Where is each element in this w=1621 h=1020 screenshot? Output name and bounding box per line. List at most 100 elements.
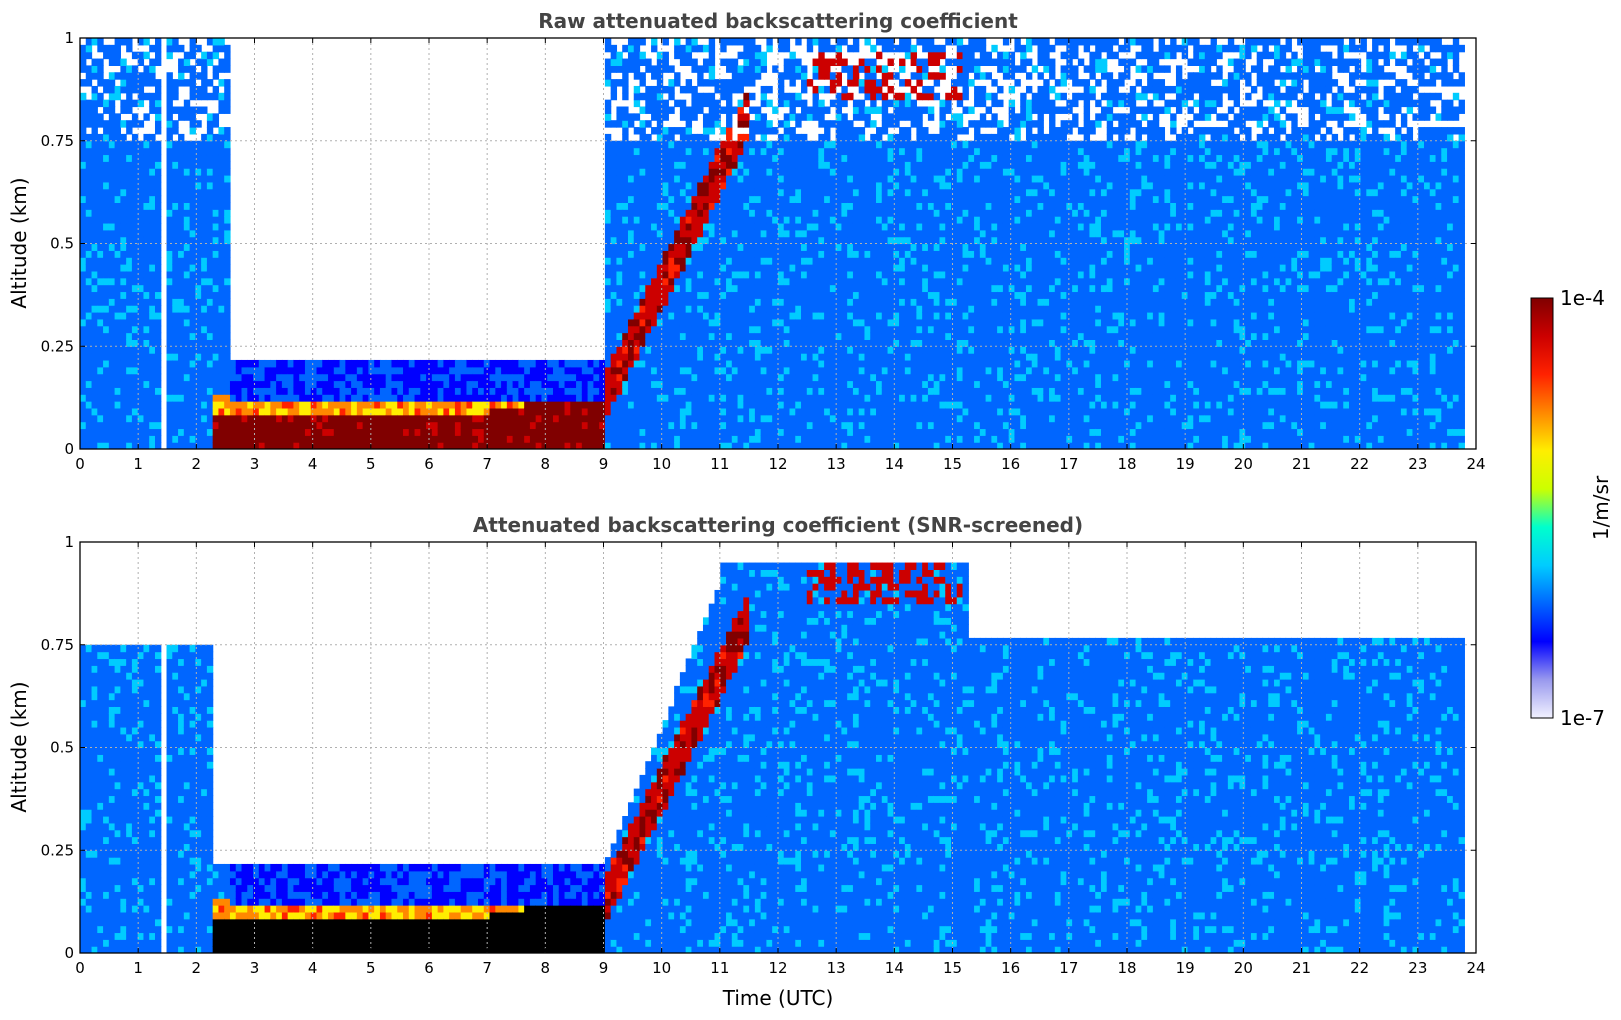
heatmap-cell: [668, 181, 675, 190]
heatmap-cell: [564, 373, 571, 382]
heatmap-cell: [201, 353, 208, 361]
heatmap-cell: [852, 270, 860, 279]
heatmap-cell: [610, 250, 618, 258]
heatmap-cell: [126, 387, 133, 395]
heatmap-cell: [789, 229, 796, 238]
heatmap-cell: [166, 209, 173, 217]
heatmap-cell: [789, 92, 796, 101]
heatmap-cell: [178, 250, 185, 258]
heatmap-cell: [685, 154, 693, 162]
heatmap-cell: [178, 216, 185, 224]
heatmap-cell: [795, 243, 802, 251]
heatmap-cell: [829, 188, 837, 197]
heatmap-cell: [864, 435, 871, 443]
heatmap-cell: [345, 387, 352, 395]
heatmap-cell: [281, 380, 289, 388]
heatmap-cell: [97, 332, 104, 340]
heatmap-cell: [777, 407, 785, 416]
heatmap-cell: [749, 38, 756, 46]
heatmap-cell: [674, 257, 681, 265]
heatmap-cell: [80, 161, 87, 169]
heatmap-cell: [120, 209, 127, 217]
heatmap-cell: [85, 120, 93, 128]
heatmap-cell: [864, 291, 871, 299]
heatmap-cell: [801, 161, 808, 169]
heatmap-cell: [754, 216, 762, 224]
heatmap-cell: [777, 147, 785, 156]
heatmap-cell: [858, 127, 866, 135]
heatmap-cell: [622, 92, 629, 101]
heatmap-cell: [212, 65, 220, 73]
heatmap-cell: [702, 305, 710, 313]
heatmap-cell: [206, 188, 214, 197]
heatmap-cell: [639, 250, 646, 258]
heatmap-cell: [195, 332, 202, 340]
heatmap-cell: [870, 147, 877, 156]
heatmap-cell: [604, 442, 612, 449]
heatmap-cell: [431, 401, 439, 409]
heatmap-cell: [604, 222, 612, 231]
heatmap-cell: [864, 154, 871, 162]
heatmap-cell: [322, 373, 329, 382]
heatmap-cell: [812, 65, 819, 73]
heatmap-cell: [639, 284, 646, 293]
heatmap-cell: [195, 373, 202, 382]
heatmap-cell: [870, 161, 877, 169]
heatmap-cell: [876, 380, 883, 388]
heatmap-cell: [633, 277, 641, 286]
heatmap-cell: [120, 229, 127, 238]
heatmap-cell: [443, 394, 450, 402]
heatmap-cell: [870, 277, 877, 286]
heatmap-cell: [201, 72, 208, 80]
heatmap-cell: [103, 147, 110, 156]
heatmap-cell: [166, 407, 173, 416]
heatmap-cell: [852, 421, 860, 430]
heatmap-cell: [212, 339, 220, 347]
heatmap-cell: [783, 318, 791, 327]
heatmap-cell: [143, 154, 150, 162]
heatmap-cell: [835, 58, 842, 66]
heatmap-cell: [547, 435, 554, 443]
heatmap-cell: [97, 284, 104, 293]
heatmap-cell: [668, 175, 675, 183]
heatmap-cell: [195, 353, 202, 361]
heatmap-cell: [893, 113, 900, 121]
heatmap-cell: [656, 133, 664, 142]
heatmap-cell: [760, 359, 768, 368]
heatmap-cell: [114, 428, 121, 436]
heatmap-cell: [195, 442, 202, 449]
heatmap-cell: [622, 298, 629, 306]
heatmap-cell: [777, 175, 785, 183]
heatmap-cell: [97, 181, 104, 190]
heatmap-cell: [852, 366, 860, 375]
heatmap-cell: [893, 277, 900, 286]
heatmap-cell: [420, 359, 427, 368]
heatmap-cell: [749, 120, 756, 128]
heatmap-cell: [593, 435, 600, 443]
heatmap-cell: [720, 216, 727, 224]
heatmap-cell: [674, 243, 681, 251]
heatmap-cell: [749, 414, 756, 423]
heatmap-cell: [818, 147, 825, 156]
heatmap-cell: [876, 312, 883, 320]
heatmap-cell: [137, 407, 145, 416]
heatmap-cell: [183, 154, 191, 162]
heatmap-cell: [795, 387, 802, 395]
heatmap-cell: [818, 58, 825, 66]
heatmap-cell: [189, 442, 196, 449]
heatmap-cell: [806, 243, 814, 251]
heatmap-cell: [403, 380, 410, 388]
heatmap-cell: [293, 380, 300, 388]
heatmap-cell: [120, 168, 127, 176]
heatmap-cell: [143, 65, 150, 73]
heatmap-cell: [726, 325, 733, 334]
heatmap-cell: [178, 140, 185, 149]
heatmap-cell: [610, 270, 618, 279]
heatmap-cell: [616, 305, 623, 313]
heatmap-cell: [229, 366, 237, 375]
heatmap-cell: [777, 72, 785, 80]
heatmap-cell: [408, 359, 416, 368]
heatmap-cell: [685, 318, 693, 327]
heatmap-cell: [876, 346, 883, 354]
heatmap-cell: [702, 339, 710, 347]
